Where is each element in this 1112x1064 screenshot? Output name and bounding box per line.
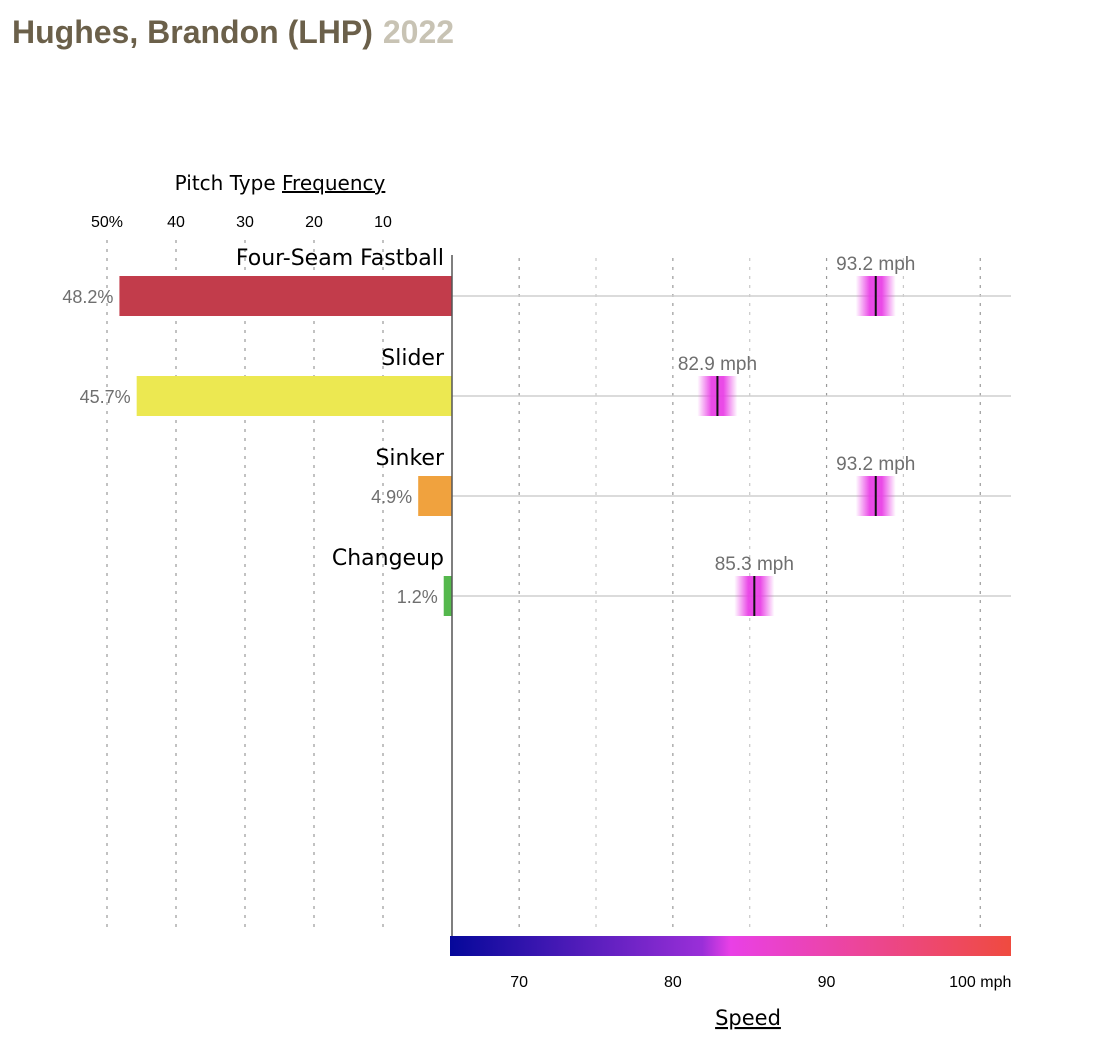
frequency-tick-label: 30 <box>236 214 254 231</box>
speed-tick-label: 80 <box>664 974 682 991</box>
frequency-tick-label: 10 <box>374 214 392 231</box>
speed-tick-label: 70 <box>510 974 528 991</box>
speed-value-label: 82.9 mph <box>678 354 757 375</box>
speed-value-label: 93.2 mph <box>836 454 915 475</box>
frequency-bar <box>443 576 452 616</box>
frequency-bar <box>119 276 453 316</box>
chart-title: Hughes, Brandon (LHP) 2022 <box>12 12 454 52</box>
frequency-tick-label: 40 <box>167 214 185 231</box>
pitch-type-label: Changeup <box>332 546 444 571</box>
season-year: 2022 <box>382 14 455 50</box>
pitch-rows: Four-Seam Fastball 48.2% 93.2 mph Slider 45.… <box>62 246 1011 616</box>
player-name: Hughes, Brandon (LHP) <box>12 14 373 50</box>
frequency-tick-label: 50% <box>91 214 123 231</box>
frequency-value-label: 4.9% <box>371 487 412 507</box>
pitch-row: Changeup 1.2% 85.3 mph <box>332 546 1011 616</box>
pitch-row: Four-Seam Fastball 48.2% 93.2 mph <box>62 246 1011 316</box>
frequency-bar <box>136 376 453 416</box>
frequency-value-label: 45.7% <box>80 387 131 407</box>
pitch-type-label: Sinker <box>375 446 445 471</box>
speed-colorbar <box>450 936 1011 956</box>
frequency-value-label: 1.2% <box>397 587 438 607</box>
speed-tick-labels: 70 80 90 100 mph <box>510 974 1011 991</box>
frequency-link: Frequency <box>282 171 385 195</box>
frequency-value-label: 48.2% <box>62 287 113 307</box>
pitch-type-label: Slider <box>381 346 445 371</box>
frequency-tick-label: 20 <box>305 214 323 231</box>
speed-value-label: 85.3 mph <box>715 554 794 575</box>
pitch-row: Sinker 4.9% 93.2 mph <box>371 446 1011 516</box>
frequency-gridlines <box>106 240 384 928</box>
speed-value-label: 93.2 mph <box>836 254 915 275</box>
frequency-bar <box>418 476 452 516</box>
speed-tick-label: 100 mph <box>949 974 1011 991</box>
pitch-type-label: Four-Seam Fastball <box>236 246 444 271</box>
frequency-axis-title: Pitch Type Frequency <box>175 171 386 195</box>
speed-axis-title: Speed <box>715 1006 781 1030</box>
pitch-row: Slider 45.7% 82.9 mph <box>80 346 1011 416</box>
speed-tick-label: 90 <box>818 974 836 991</box>
frequency-tick-labels: 50% 40 30 20 10 <box>91 214 392 231</box>
